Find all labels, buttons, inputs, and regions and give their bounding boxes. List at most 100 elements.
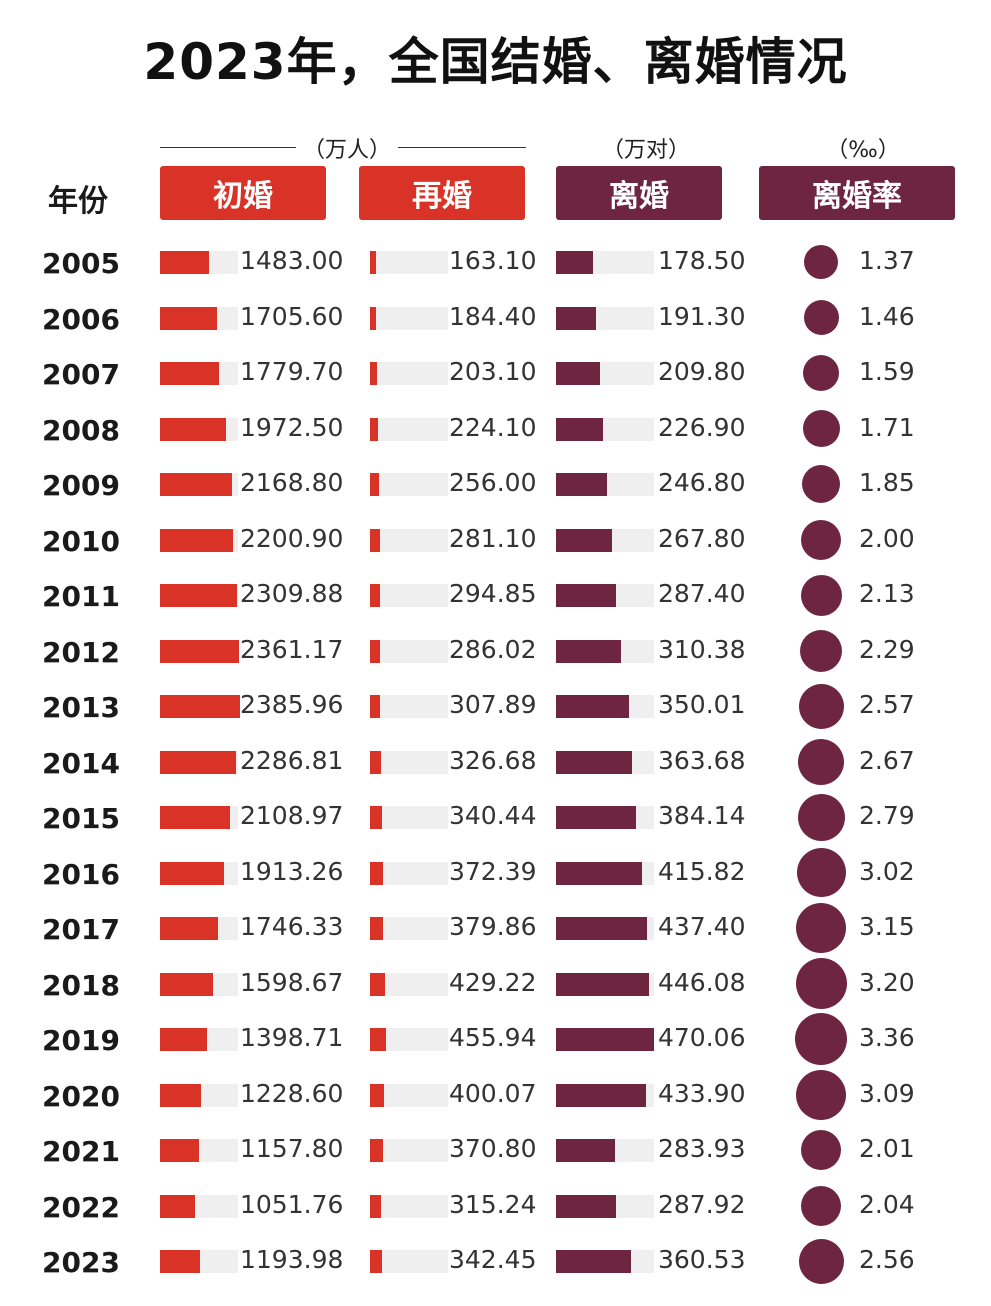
remarriage-track [370,306,448,330]
table-row: 2014 2286.81 326.68 363.68 2.67 [0,738,991,791]
divorce-rate-dot [803,300,839,335]
remarriage-track [370,1194,448,1218]
first-marriage-bar [160,362,219,385]
first-marriage-value: 1228.60 [240,1078,344,1108]
remarriage-track [370,1028,448,1051]
remarriage-value: 286.02 [449,634,537,664]
year-label: 2007 [42,358,120,391]
first-marriage-value: 1398.71 [240,1023,344,1052]
table-row: 2020 1228.60 400.07 433.90 3.09 [0,1069,991,1124]
first-marriage-track [160,1139,238,1162]
divorce-bar [556,1194,616,1218]
divorce-rate-value: 2.29 [859,634,915,664]
first-marriage-bar [160,473,232,496]
divorce-rate-dot [796,1069,846,1120]
divorce-track [556,584,654,607]
first-marriage-track [160,806,238,829]
divorce-rate-value: 1.46 [859,301,915,331]
divorce-rate-dot [800,574,842,616]
remarriage-value: 256.00 [449,468,537,497]
divorce-rate-value: 2.79 [859,801,915,830]
remarriage-bar [370,417,378,441]
first-marriage-bar [160,806,230,829]
divorce-rate-dot [797,793,845,841]
remarriage-value: 379.86 [449,912,537,941]
first-marriage-track [160,695,240,718]
divorce-rate-dot [798,738,844,785]
divorce-track [556,1250,654,1273]
first-marriage-bar [160,972,213,996]
divorce-value: 363.68 [658,745,746,775]
first-marriage-track [160,917,238,940]
divorce-value: 350.01 [658,690,746,719]
divorce-track [556,473,654,496]
first-marriage-track [160,584,238,607]
divorce-track [556,695,654,718]
table-row: 2008 1972.50 224.10 226.90 1.71 [0,406,991,458]
first-marriage-track [160,417,238,441]
remarriage-bar [370,861,383,885]
table-row: 2018 1598.67 429.22 446.08 3.20 [0,958,991,1013]
remarriage-value: 340.44 [449,801,537,830]
remarriage-bar [370,917,383,940]
remarriage-track [370,362,448,385]
divorce-track [556,306,654,330]
first-marriage-value: 1051.76 [240,1189,344,1219]
remarriage-track [370,1083,448,1107]
divorce-bar [556,417,603,441]
first-marriage-value: 1193.98 [240,1245,344,1274]
divorce-value: 226.90 [658,412,746,442]
first-marriage-bar [160,306,217,330]
divorce-bar [556,362,600,385]
first-marriage-bar [160,750,236,774]
remarriage-bar [370,1139,383,1162]
divorce-rate-dot [800,629,842,672]
remarriage-bar [370,473,379,496]
divorce-value: 310.38 [658,634,746,664]
divorce-track [556,750,654,774]
remarriage-bar [370,806,382,829]
first-marriage-bar [160,1139,199,1162]
table-row: 2016 1913.26 372.39 415.82 3.02 [0,848,991,902]
first-marriage-value: 1972.50 [240,412,344,442]
remarriage-value: 281.10 [449,523,537,553]
year-label: 2019 [42,1024,120,1057]
divorce-bar [556,1139,615,1162]
remarriage-track [370,972,448,996]
divorce-rate-dot [798,1238,844,1284]
remarriage-track [370,251,448,274]
remarriage-track [370,861,448,885]
divorce-value: 446.08 [658,967,746,997]
divorce-value: 287.40 [658,579,746,608]
remarriage-track [370,750,448,774]
first-marriage-bar [160,1083,201,1107]
divorce-bar [556,806,636,829]
divorce-rate-value: 2.67 [859,745,915,775]
first-marriage-bar [160,917,218,940]
remarriage-value: 370.80 [449,1134,537,1163]
divorce-rate-dot [801,1130,841,1170]
divorce-rate-value: 3.02 [859,856,915,886]
divorce-value: 470.06 [658,1023,746,1052]
divorce-value: 209.80 [658,357,746,386]
chart-title: 2023年，全国结婚、离婚情况 [143,33,848,91]
divorce-bar [556,1028,654,1051]
first-marriage-track [160,306,238,330]
divorce-bar [556,917,647,940]
remarriage-track [370,917,448,940]
divorce-rate-value: 2.56 [859,1245,915,1274]
remarriage-value: 203.10 [449,357,537,386]
divorce-bar [556,639,621,663]
first-marriage-track [160,1028,238,1051]
table-row: 2012 2361.17 286.02 310.38 2.29 [0,628,991,680]
first-marriage-track [160,362,238,385]
first-marriage-track [160,473,238,496]
year-label: 2011 [42,580,120,613]
table-row: 2005 1483.00 163.10 178.50 1.37 [0,239,991,291]
divorce-bar [556,972,649,996]
first-marriage-value: 2309.88 [240,579,344,608]
divorce-rate-dot [804,245,838,279]
first-marriage-value: 1913.26 [240,856,344,886]
remarriage-track [370,417,448,441]
divorce-value: 437.40 [658,912,746,941]
